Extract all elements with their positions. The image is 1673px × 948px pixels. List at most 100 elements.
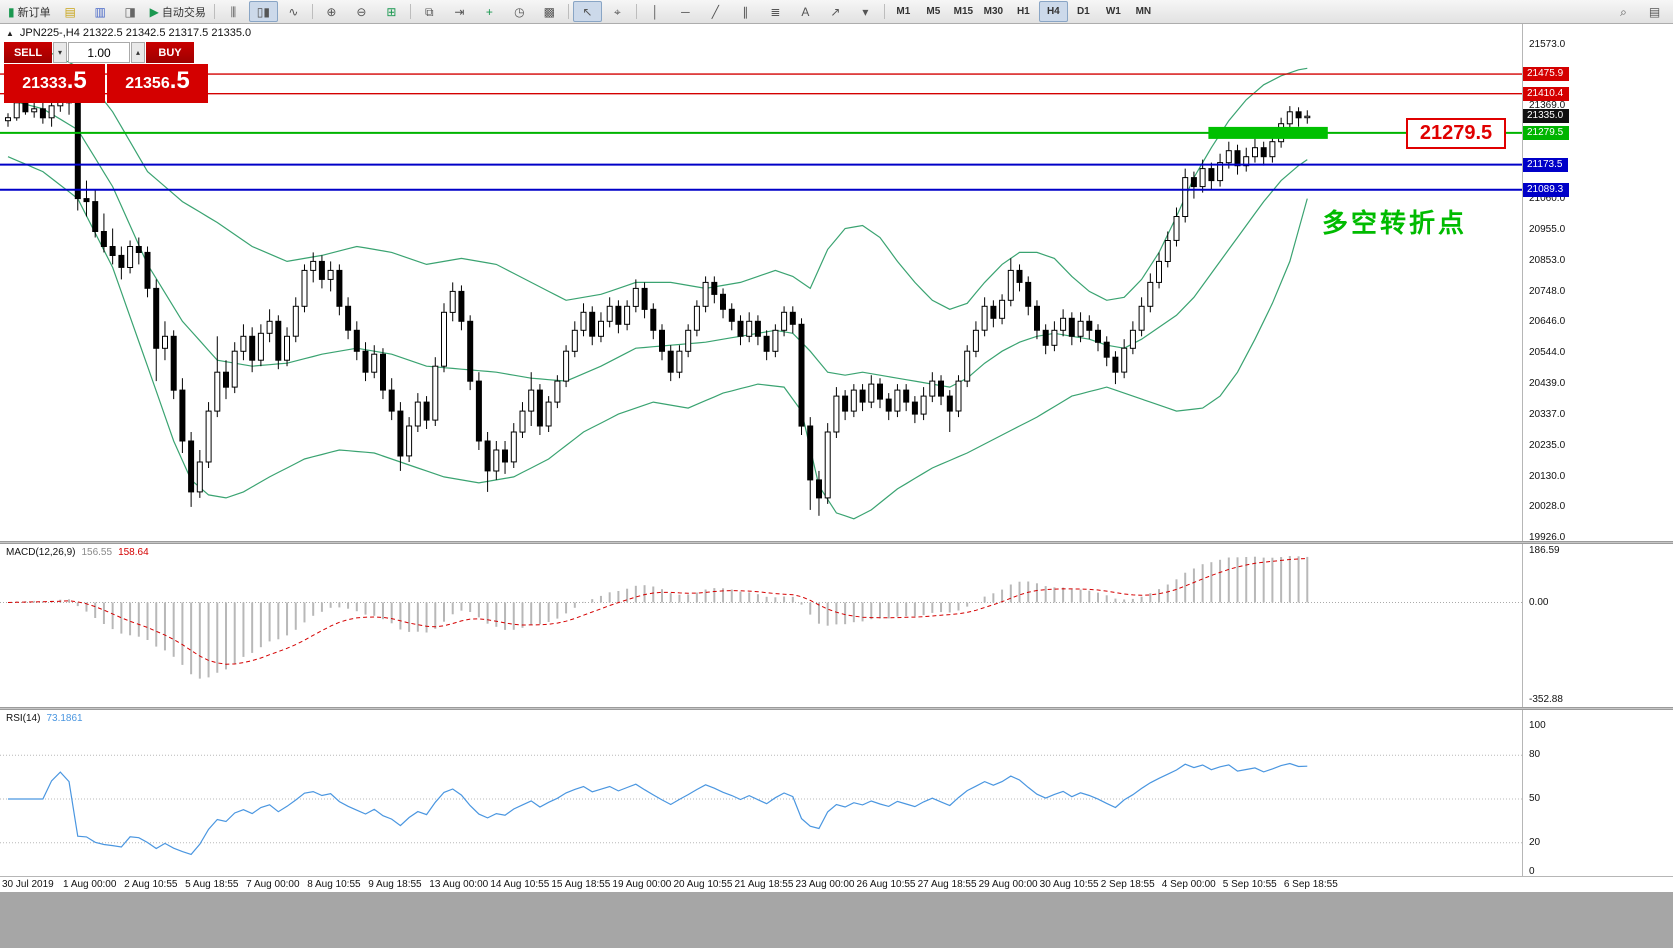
macd-panel[interactable] xyxy=(0,544,1522,707)
time-axis-label: 26 Aug 10:55 xyxy=(856,879,916,890)
text-button[interactable]: A xyxy=(791,1,820,22)
sell-price-display[interactable]: 21333.5 xyxy=(4,64,105,103)
one-click-trading-panel: SELL ▾ ▴ BUY 21333.5 21356.5 xyxy=(4,42,208,103)
line-chart-mode-button[interactable]: ∿ xyxy=(279,1,308,22)
new-chart-button[interactable]: ⧉ xyxy=(415,1,444,22)
zoom-in-button[interactable]: ⊕ xyxy=(317,1,346,22)
text-icon: A xyxy=(801,4,810,19)
profiles-button[interactable]: ▥ xyxy=(86,1,115,22)
chevron-up-icon: ▴ xyxy=(135,48,140,57)
toolbar: ▮ 新订单 ▤ ▥ ◨ ▶ 自动交易 ⫼ ▯▮ ∿ ⊕ ⊖ ⊞ ⧉ ⇥ + ◷ ▩ ↖ ⌖ │ ─ ╱ ∥ ≣ A ↗ ▾ M1 M5 M1… xyxy=(0,0,1673,24)
price-axis-label: 20748.0 xyxy=(1529,285,1566,297)
sell-button[interactable]: SELL xyxy=(4,42,52,63)
price-axis[interactable]: 21573.021369.021264.021162.021060.020955… xyxy=(1522,24,1673,877)
volume-input[interactable] xyxy=(68,42,130,63)
price-tag: 21475.9 xyxy=(1523,67,1570,82)
line-chart-mode-icon: ∿ xyxy=(288,4,299,19)
macd-value-signal: 158.64 xyxy=(118,547,149,558)
timeframe-w1-button[interactable]: W1 xyxy=(1105,6,1121,17)
new-order-button-label: 新订单 xyxy=(17,6,51,19)
zoom-out-button[interactable]: ⊖ xyxy=(347,1,376,22)
price-axis-label: 21060.0 xyxy=(1529,192,1566,204)
shapes-dropdown-button[interactable]: ▾ xyxy=(851,1,880,22)
new-order-button[interactable]: ▮ 新订单 xyxy=(4,1,55,22)
channel-button[interactable]: ∥ xyxy=(731,1,760,22)
buy-price-display[interactable]: 21356.5 xyxy=(107,64,208,103)
panel-divider-1[interactable] xyxy=(0,541,1673,544)
time-axis-label: 27 Aug 18:55 xyxy=(917,879,977,890)
volume-increase-button[interactable]: ▴ xyxy=(131,42,145,63)
shapes-dropdown-icon: ▾ xyxy=(862,4,869,19)
templates-button[interactable]: ▩ xyxy=(535,1,564,22)
timeframe-h1-button[interactable]: H1 xyxy=(1016,6,1030,17)
time-axis-label: 5 Sep 10:55 xyxy=(1222,879,1277,890)
price-chart-canvas[interactable] xyxy=(0,24,1522,541)
zoom-search-button[interactable]: ⌕ xyxy=(1609,1,1638,22)
horizontal-line-button[interactable]: ─ xyxy=(671,1,700,22)
arrows-icon: ↗ xyxy=(830,4,841,19)
oneclick-collapse-toggle[interactable]: ▲ xyxy=(6,28,14,38)
timeframe-h4-button[interactable]: H4 xyxy=(1038,1,1068,22)
data-window-button[interactable]: ◨ xyxy=(116,1,145,22)
macd-indicator-label: MACD(12,26,9) 156.55 158.64 xyxy=(6,547,149,558)
zoom-out-icon: ⊖ xyxy=(356,4,367,19)
cursor-button[interactable]: ↖ xyxy=(572,1,602,22)
timeframe-d1-button[interactable]: D1 xyxy=(1076,6,1090,17)
fibonacci-button[interactable]: ≣ xyxy=(761,1,790,22)
vertical-line-icon: │ xyxy=(651,4,660,19)
sell-price-main: 21333 xyxy=(22,75,67,92)
timeframe-m30-button[interactable]: M30 xyxy=(983,6,1004,17)
charts-icon: ▤ xyxy=(64,4,76,19)
periods-button[interactable]: ◷ xyxy=(505,1,534,22)
turning-point-annotation[interactable]: 多空转折点 xyxy=(1322,208,1468,238)
price-axis-label: 20028.0 xyxy=(1529,501,1566,513)
price-chart-panel[interactable] xyxy=(0,24,1522,541)
timeframe-m1-button[interactable]: M1 xyxy=(896,6,911,17)
macd-canvas[interactable] xyxy=(0,544,1522,707)
timeframe-m5-button[interactable]: M5 xyxy=(926,6,941,17)
crosshair-button[interactable]: ⌖ xyxy=(603,1,632,22)
buy-button[interactable]: BUY xyxy=(146,42,194,63)
rsi-panel[interactable] xyxy=(0,710,1522,876)
toolbar-separator xyxy=(567,4,569,19)
price-tag: 21410.4 xyxy=(1523,86,1570,101)
price-axis-label: 20646.0 xyxy=(1529,316,1566,328)
buy-price-main: 21356 xyxy=(125,75,170,92)
indicators-button[interactable]: + xyxy=(475,1,504,22)
volume-decrease-button[interactable]: ▾ xyxy=(53,42,67,63)
vertical-line-button[interactable]: │ xyxy=(641,1,670,22)
chart-shift-icon: ⇥ xyxy=(454,4,465,19)
candlestick-mode-button[interactable]: ▯▮ xyxy=(248,1,278,22)
price-callout-box[interactable]: 21279.5 xyxy=(1406,118,1506,149)
price-axis-label: 20130.0 xyxy=(1529,470,1566,482)
bar-chart-mode-button[interactable]: ⫼ xyxy=(219,1,248,22)
fibonacci-icon: ≣ xyxy=(770,4,781,19)
bollinger-middle-band xyxy=(7,99,1308,388)
pivot-highlight-rect[interactable] xyxy=(1208,126,1328,139)
tile-windows-icon: ⊞ xyxy=(386,4,397,19)
indicators-icon: + xyxy=(485,4,493,19)
time-axis-label: 8 Aug 10:55 xyxy=(307,879,361,890)
rsi-canvas[interactable] xyxy=(0,710,1522,876)
price-tag: 21089.3 xyxy=(1523,182,1570,197)
macd-axis-label: 0.00 xyxy=(1529,596,1549,608)
crosshair-icon: ⌖ xyxy=(613,4,621,19)
timeframe-m15-button[interactable]: M15 xyxy=(953,6,974,17)
trendline-button[interactable]: ╱ xyxy=(701,1,730,22)
charts-button[interactable]: ▤ xyxy=(56,1,85,22)
chart-list-button[interactable]: ▤ xyxy=(1640,1,1669,22)
toolbar-separator xyxy=(311,4,313,19)
timeframe-mn-button[interactable]: MN xyxy=(1135,6,1152,17)
autotrading-button[interactable]: ▶ 自动交易 xyxy=(146,1,210,22)
time-axis[interactable]: 30 Jul 2019 1 Aug 00:00 2 Aug 10:55 5 Aug 1… xyxy=(0,876,1673,892)
price-axis-label: 20544.0 xyxy=(1529,347,1566,358)
panel-divider-2[interactable] xyxy=(0,707,1673,710)
tile-windows-button[interactable]: ⊞ xyxy=(377,1,406,22)
macd-name: MACD(12,26,9) xyxy=(6,547,76,558)
rsi-indicator-label: RSI(14) 73.1861 xyxy=(6,713,83,724)
time-axis-label: 21 Aug 18:55 xyxy=(734,879,794,890)
chart-shift-button[interactable]: ⇥ xyxy=(445,1,474,22)
arrows-button[interactable]: ↗ xyxy=(821,1,850,22)
new-order-icon: ▮ xyxy=(8,4,15,19)
toolbar-separator xyxy=(409,4,411,19)
